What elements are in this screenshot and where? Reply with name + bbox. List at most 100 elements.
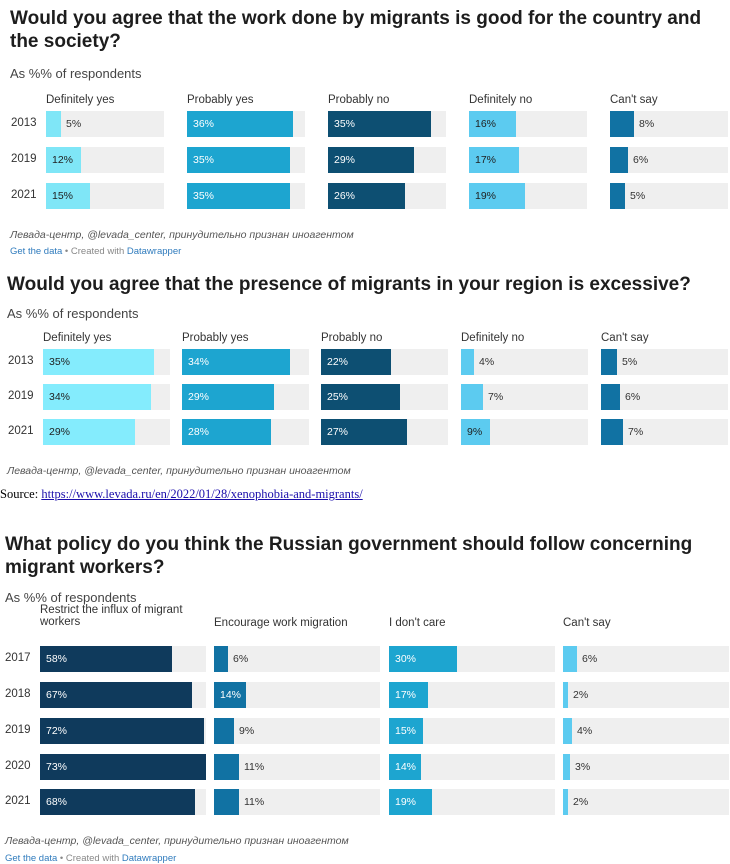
bar-value-label: 35%: [193, 154, 215, 166]
datawrapper-link[interactable]: Datawrapper: [126, 246, 182, 257]
datawrapper-link[interactable]: Datawrapper: [121, 853, 177, 864]
bar-restrict-the-influx-of-migrant-workers-2017: [40, 646, 172, 672]
bar-i-don-t-care-2017: [389, 646, 457, 672]
chart-title: What policy do you think the Russian gov…: [5, 534, 693, 578]
bar-value-label: 58%: [46, 653, 68, 665]
bar-value-label: 29%: [49, 426, 71, 438]
bar-probably-no-2013: [328, 111, 431, 137]
source-line: Source: https://www.levada.ru/en/2022/01…: [0, 487, 363, 502]
source-label: Source:: [0, 487, 39, 501]
bar-value-label: 2%: [573, 796, 589, 808]
chart-footer-links: Get the data • Created with Datawrapper: [5, 853, 176, 864]
column-header-can-t-say: Can't say: [610, 94, 658, 106]
bar-definitely-yes-2021: [43, 419, 135, 445]
column-header-i-don-t-care: I don't care: [389, 617, 446, 629]
bar-probably-no-2019: [321, 384, 400, 410]
column-header-definitely-yes: Definitely yes: [46, 94, 115, 106]
bar-track: 7%: [461, 384, 588, 410]
bar-value-label: 36%: [193, 118, 215, 130]
bar-track: 67%: [40, 682, 206, 708]
bar-track: 19%: [469, 183, 587, 209]
bar-track: 11%: [214, 789, 380, 815]
bar-track: 29%: [328, 147, 446, 173]
bar-probably-yes-2021: [187, 183, 290, 209]
column-header-definitely-no: Definitely no: [469, 94, 533, 106]
bar-track: 9%: [461, 419, 588, 445]
bar-definitely-yes-2019: [43, 384, 151, 410]
created-with-text: • Created with: [57, 853, 122, 864]
bar-value-label: 19%: [475, 190, 497, 202]
bar-probably-yes-2021: [182, 419, 271, 445]
bar-value-label: 28%: [188, 426, 210, 438]
bar-probably-no-2013: [321, 349, 391, 375]
bar-restrict-the-influx-of-migrant-workers-2018: [40, 682, 192, 708]
bar-track: 6%: [610, 147, 728, 173]
bar-track: 58%: [40, 646, 206, 672]
bar-can-t-say-2013: [601, 349, 617, 375]
bar-track: 35%: [187, 147, 305, 173]
bar-track: 7%: [601, 419, 728, 445]
bar-value-label: 9%: [467, 426, 483, 438]
bar-track: 28%: [182, 419, 309, 445]
bar-restrict-the-influx-of-migrant-workers-2020: [40, 754, 206, 780]
bar-value-label: 5%: [630, 190, 646, 202]
bar-encourage-work-migration-2021: [214, 789, 239, 815]
bar-value-label: 7%: [628, 426, 644, 438]
bar-value-label: 35%: [193, 190, 215, 202]
row-label-2019: 2019: [5, 724, 31, 736]
chart-subtitle: As %% of respondents: [7, 306, 139, 321]
bar-track: 68%: [40, 789, 206, 815]
source-link[interactable]: https://www.levada.ru/en/2022/01/28/xeno…: [41, 487, 363, 501]
row-label-2021: 2021: [11, 189, 37, 201]
bar-value-label: 27%: [327, 426, 349, 438]
bar-track: 4%: [563, 718, 729, 744]
bar-track: 30%: [389, 646, 555, 672]
bar-can-t-say-2013: [610, 111, 634, 137]
bar-value-label: 29%: [188, 391, 210, 403]
bar-value-label: 30%: [395, 653, 417, 665]
row-label-2013: 2013: [11, 117, 37, 129]
bar-i-don-t-care-2021: [389, 789, 432, 815]
bar-definitely-yes-2021: [46, 183, 90, 209]
column-header-definitely-yes: Definitely yes: [43, 332, 112, 344]
bar-track: 16%: [469, 111, 587, 137]
bar-track: 5%: [46, 111, 164, 137]
chart-subtitle: As %% of respondents: [10, 66, 142, 81]
bar-track: 12%: [46, 147, 164, 173]
bar-probably-yes-2019: [187, 147, 290, 173]
bar-track: 2%: [563, 789, 729, 815]
bar-value-label: 4%: [479, 356, 495, 368]
bar-probably-yes-2013: [187, 111, 293, 137]
bar-value-label: 72%: [46, 725, 68, 737]
column-header-encourage-work-migration: Encourage work migration: [214, 617, 348, 629]
bar-restrict-the-influx-of-migrant-workers-2021: [40, 789, 195, 815]
bar-track: 15%: [46, 183, 164, 209]
bar-value-label: 16%: [475, 118, 497, 130]
bar-value-label: 7%: [488, 391, 504, 403]
bar-i-don-t-care-2019: [389, 718, 423, 744]
chart-title: Would you agree that the work done by mi…: [10, 8, 702, 52]
get-the-data-link[interactable]: Get the data: [5, 853, 58, 864]
bar-value-label: 15%: [395, 725, 417, 737]
bar-value-label: 19%: [395, 796, 417, 808]
bar-track: 34%: [43, 384, 170, 410]
column-header-probably-no: Probably no: [321, 332, 383, 344]
bar-track: 3%: [563, 754, 729, 780]
bar-probably-no-2021: [321, 419, 407, 445]
column-header-probably-yes: Probably yes: [187, 94, 254, 106]
bar-definitely-no-2021: [461, 419, 490, 445]
get-the-data-link[interactable]: Get the data: [10, 246, 63, 257]
bar-encourage-work-migration-2020: [214, 754, 239, 780]
bar-value-label: 22%: [327, 356, 349, 368]
bar-track: 29%: [182, 384, 309, 410]
bar-can-t-say-2021: [601, 419, 623, 445]
bar-probably-yes-2019: [182, 384, 274, 410]
bar-value-label: 34%: [188, 356, 210, 368]
bar-definitely-no-2013: [469, 111, 516, 137]
chart-source-note: Левада-центр, @levada_center, принудител…: [10, 229, 354, 241]
chart-source-note: Левада-центр, @levada_center, принудител…: [5, 835, 349, 847]
bar-value-label: 2%: [573, 689, 589, 701]
bar-definitely-yes-2013: [46, 111, 61, 137]
bar-definitely-yes-2019: [46, 147, 81, 173]
bar-track: 36%: [187, 111, 305, 137]
